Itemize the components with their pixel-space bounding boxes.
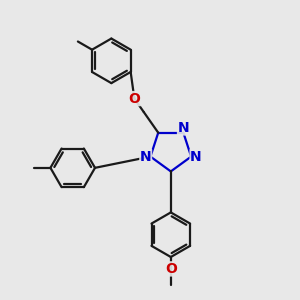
Text: O: O: [165, 262, 177, 276]
Text: N: N: [140, 150, 152, 164]
Text: O: O: [128, 92, 140, 106]
Text: N: N: [190, 150, 202, 164]
Text: N: N: [178, 121, 189, 135]
